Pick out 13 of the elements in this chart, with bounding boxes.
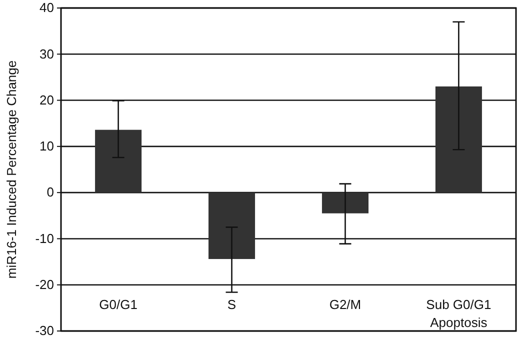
y-tick-label: 40 xyxy=(40,0,54,16)
y-axis-title: miR16-1 Induced Percentage Change xyxy=(4,60,19,279)
y-tick-label: 30 xyxy=(40,46,54,62)
x-tick-label: Sub G0/G1 Apoptosis xyxy=(426,297,492,330)
x-tick-label: G2/M xyxy=(329,297,362,312)
y-tick-label: 10 xyxy=(40,138,54,154)
y-tick-label: 0 xyxy=(46,184,54,200)
x-tick-label: G0/G1 xyxy=(99,297,138,312)
y-tick-label: -30 xyxy=(35,323,54,338)
y-tick-label: -20 xyxy=(35,277,54,292)
y-tick-label: -10 xyxy=(35,230,54,246)
x-tick-label: S xyxy=(227,297,236,312)
y-tick-label: 20 xyxy=(40,92,54,108)
